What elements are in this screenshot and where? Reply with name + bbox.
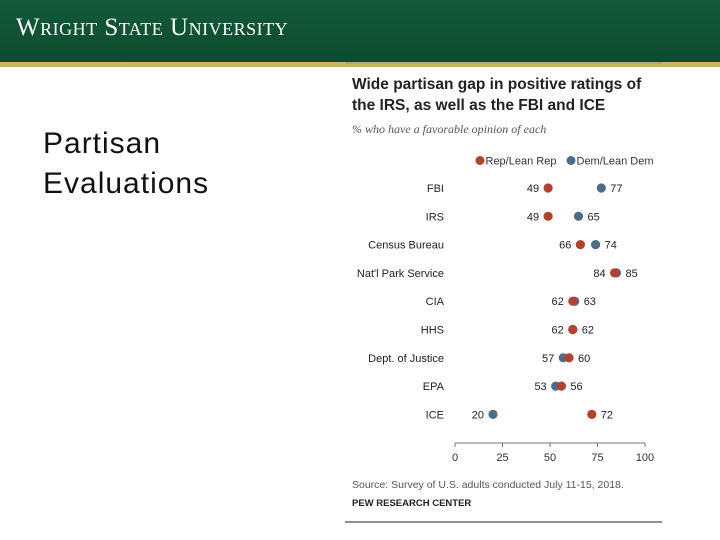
x-tick-label: 0 bbox=[452, 452, 458, 464]
rep-value-label: 72 bbox=[601, 409, 613, 421]
legend-label: Dem/Lean Dem bbox=[577, 156, 654, 168]
dem-value-label: 20 bbox=[472, 409, 484, 421]
legend-marker bbox=[566, 156, 576, 165]
rep-point bbox=[543, 183, 553, 193]
category-label: FBI bbox=[427, 183, 444, 195]
header-bar bbox=[0, 0, 720, 62]
slide-title: Partisan Evaluations bbox=[43, 127, 210, 200]
rep-value-label: 84 bbox=[593, 268, 605, 280]
legend-label: Rep/Lean Rep bbox=[486, 156, 557, 168]
chart-subtitle: % who have a favorable opinion of each bbox=[352, 122, 546, 136]
dem-point bbox=[591, 240, 601, 250]
rep-point bbox=[556, 381, 567, 391]
x-tick-label: 25 bbox=[496, 452, 508, 464]
category-label: Nat'l Park Service bbox=[357, 268, 444, 280]
rep-point bbox=[587, 409, 597, 419]
chart-title-line: Wide partisan gap in positive ratings of bbox=[352, 76, 642, 93]
rep-value-label: 66 bbox=[559, 240, 571, 252]
chart-organization: PEW RESEARCH CENTER bbox=[352, 498, 471, 509]
dem-value-label: 77 bbox=[610, 183, 622, 195]
rep-point bbox=[564, 353, 574, 363]
rep-value-label: 62 bbox=[552, 296, 564, 308]
dem-value-label: 65 bbox=[588, 211, 600, 223]
rep-value-label: 60 bbox=[578, 353, 590, 365]
category-label: ICE bbox=[426, 409, 444, 421]
dem-value-label: 53 bbox=[534, 381, 546, 393]
rep-point bbox=[568, 324, 578, 335]
rep-value-label: 49 bbox=[527, 211, 539, 223]
category-label: CIA bbox=[426, 296, 445, 308]
rep-point bbox=[543, 211, 553, 221]
rep-point bbox=[610, 268, 620, 278]
dem-value-label: 57 bbox=[542, 353, 554, 365]
university-title: Wright State University bbox=[16, 14, 289, 41]
chart-source: Source: Survey of U.S. adults conducted … bbox=[352, 479, 624, 491]
rep-value-label: 49 bbox=[527, 183, 539, 195]
x-tick-label: 50 bbox=[544, 452, 556, 464]
x-tick-label: 75 bbox=[591, 452, 603, 464]
dem-value-label: 63 bbox=[584, 296, 596, 308]
dem-value-label: 62 bbox=[582, 325, 594, 337]
rep-point bbox=[568, 296, 578, 306]
dem-value-label: 85 bbox=[626, 268, 638, 280]
dem-point bbox=[596, 183, 606, 193]
category-label: IRS bbox=[426, 211, 444, 223]
dem-value-label: 74 bbox=[605, 240, 617, 252]
dem-point bbox=[488, 409, 498, 419]
rep-value-label: 62 bbox=[552, 325, 564, 337]
chart-title-line: the IRS, as well as the FBI and ICE bbox=[352, 97, 605, 114]
dem-point bbox=[573, 211, 584, 221]
header-gold-rule bbox=[0, 62, 720, 67]
x-tick-label: 100 bbox=[636, 452, 654, 464]
rep-point bbox=[575, 240, 586, 250]
category-label: HHS bbox=[421, 325, 444, 337]
category-label: EPA bbox=[423, 381, 445, 393]
category-label: Census Bureau bbox=[368, 240, 444, 252]
rep-value-label: 56 bbox=[570, 381, 582, 393]
category-label: Dept. of Justice bbox=[368, 353, 444, 365]
legend-marker bbox=[475, 156, 485, 165]
